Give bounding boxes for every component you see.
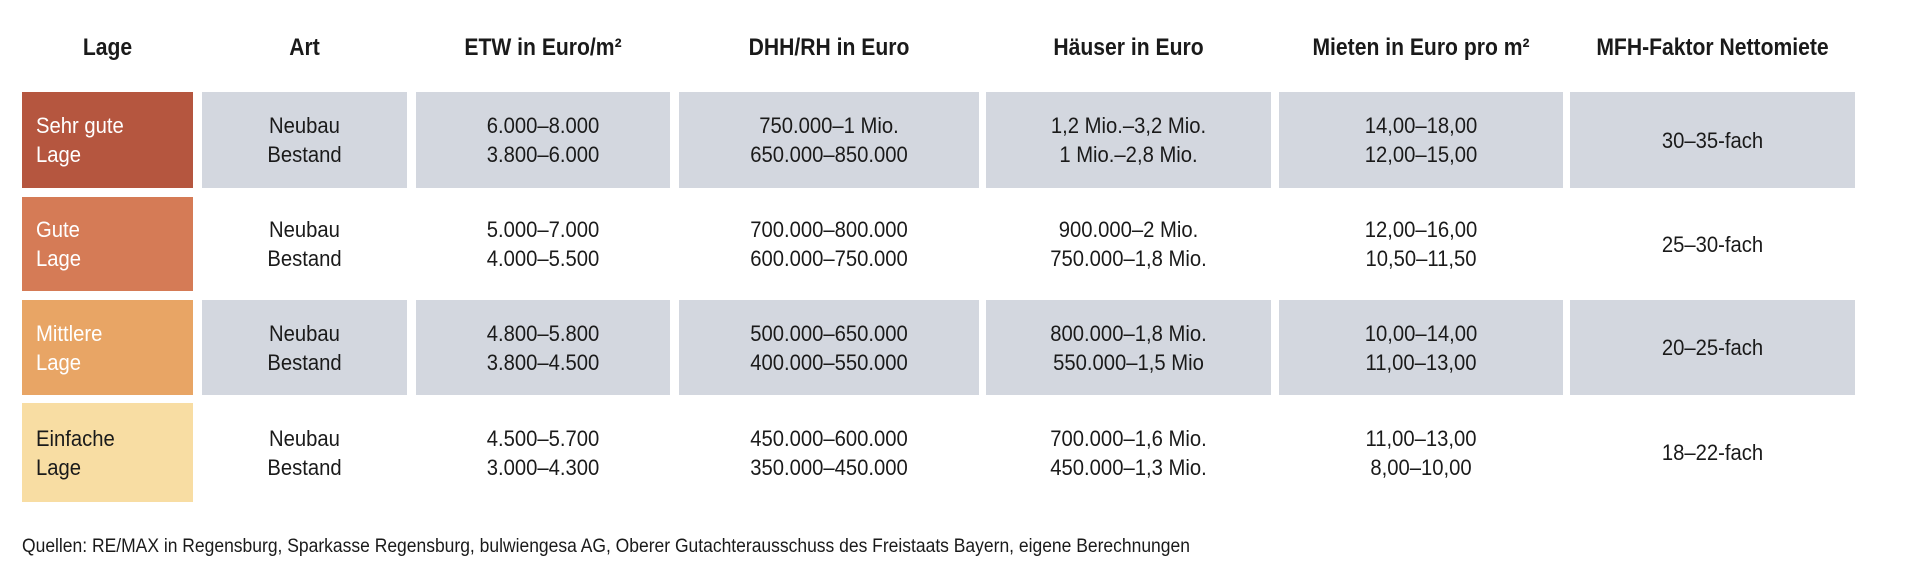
source-note: Quellen: RE/MAX in Regensburg, Sparkasse… (22, 536, 1190, 557)
cell-text: Bestand (267, 454, 342, 480)
cell-text: Neubau (269, 113, 340, 138)
table-cell: Neubau Bestand (202, 300, 407, 395)
cell-text: 8,00–10,00 (1370, 454, 1472, 480)
lage-cell: Sehr gute Lage (22, 92, 193, 188)
cell-text: 1 Mio.–2,8 Mio. (1059, 142, 1198, 167)
cell-text: Bestand (267, 246, 342, 271)
table-cell: 12,00–16,00 10,50–11,50 (1279, 197, 1563, 291)
cell-text: 450.000–1,3 Mio. (1050, 454, 1207, 480)
cell-text: Lage (36, 142, 82, 167)
cell-text: Mittlere (36, 320, 103, 346)
cell-text: Lage (36, 349, 82, 375)
cell-text: 18–22-fach (1661, 440, 1764, 465)
column-header: DHH/RH in Euro (748, 34, 910, 61)
cell-text: 900.000–2 Mio. (1058, 217, 1199, 242)
cell-text: 11,00–13,00 (1365, 349, 1477, 375)
table-cell: 4.800–5.800 3.800–4.500 (416, 300, 670, 395)
table-cell: 18–22-fach (1570, 403, 1855, 502)
cell-text: 450.000–600.000 (750, 425, 908, 451)
cell-text: 1,2 Mio.–3,2 Mio. (1050, 113, 1207, 138)
table-cell: 450.000–600.000 350.000–450.000 (679, 403, 979, 502)
cell-text: 700.000–1,6 Mio. (1050, 425, 1207, 451)
table-cell: 4.500–5.700 3.000–4.300 (416, 403, 670, 502)
lage-cell: Mittlere Lage (22, 300, 193, 395)
cell-text: Neubau (269, 320, 340, 346)
cell-text: 12,00–15,00 (1364, 142, 1478, 167)
table-cell: 20–25-fach (1570, 300, 1855, 395)
column-header: Art (289, 34, 320, 61)
cell-text: 10,00–14,00 (1364, 320, 1478, 346)
cell-text: 3.800–6.000 (486, 142, 600, 167)
column-header: Häuser in Euro (1053, 34, 1204, 61)
column-header: ETW in Euro/m² (464, 34, 622, 61)
cell-text: 500.000–650.000 (750, 320, 908, 346)
cell-text: 3.000–4.300 (486, 454, 600, 480)
table-cell: Neubau Bestand (202, 403, 407, 502)
cell-text: 4.800–5.800 (486, 320, 600, 346)
cell-text: 12,00–16,00 (1364, 217, 1478, 242)
table-cell: 5.000–7.000 4.000–5.500 (416, 197, 670, 291)
cell-text: 800.000–1,8 Mio. (1050, 320, 1207, 346)
cell-text: 11,00–13,00 (1365, 425, 1477, 451)
column-header: MFH-Faktor Nettomiete (1596, 34, 1829, 61)
table-cell: 6.000–8.000 3.800–6.000 (416, 92, 670, 188)
cell-text: 3.800–4.500 (486, 349, 600, 375)
table-cell: 900.000–2 Mio. 750.000–1,8 Mio. (986, 197, 1271, 291)
cell-text: Neubau (269, 217, 340, 242)
cell-text: Lage (36, 454, 82, 480)
table-cell: 700.000–800.000 600.000–750.000 (679, 197, 979, 291)
cell-text: 650.000–850.000 (750, 142, 908, 167)
table-cell: Neubau Bestand (202, 197, 407, 291)
lage-cell: Einfache Lage (22, 403, 193, 502)
cell-text: 750.000–1 Mio. (759, 113, 899, 138)
table-cell: 800.000–1,8 Mio. 550.000–1,5 Mio (986, 300, 1271, 395)
cell-text: 5.000–7.000 (486, 217, 600, 242)
cell-text: 20–25-fach (1661, 335, 1764, 360)
cell-text: 750.000–1,8 Mio. (1050, 246, 1207, 271)
cell-text: Bestand (267, 349, 342, 375)
table-cell: 10,00–14,00 11,00–13,00 (1279, 300, 1563, 395)
table-cell: 25–30-fach (1570, 197, 1855, 291)
cell-text: Bestand (267, 142, 342, 167)
cell-text: Gute (36, 217, 80, 242)
cell-text: Sehr gute (36, 113, 124, 138)
column-header: Lage (82, 34, 133, 61)
table-cell: 1,2 Mio.–3,2 Mio. 1 Mio.–2,8 Mio. (986, 92, 1271, 188)
table-cell: 700.000–1,6 Mio. 450.000–1,3 Mio. (986, 403, 1271, 502)
cell-text: 30–35-fach (1661, 127, 1764, 153)
cell-text: 6.000–8.000 (486, 113, 600, 138)
cell-text: 4.000–5.500 (486, 246, 600, 271)
table-cell: 500.000–650.000 400.000–550.000 (679, 300, 979, 395)
cell-text: 4.500–5.700 (486, 425, 600, 451)
cell-text: 25–30-fach (1661, 231, 1764, 257)
table-cell: 14,00–18,00 12,00–15,00 (1279, 92, 1563, 188)
cell-text: 14,00–18,00 (1364, 113, 1478, 138)
cell-text: Lage (36, 246, 82, 271)
lage-cell: Gute Lage (22, 197, 193, 291)
table-cell: 30–35-fach (1570, 92, 1855, 188)
cell-text: 550.000–1,5 Mio (1053, 349, 1204, 375)
cell-text: 600.000–750.000 (750, 246, 908, 271)
cell-text: 700.000–800.000 (750, 217, 908, 242)
cell-text: Neubau (269, 425, 340, 451)
cell-text: 400.000–550.000 (750, 349, 908, 375)
cell-text: 10,50–11,50 (1365, 246, 1477, 271)
table-cell: 750.000–1 Mio. 650.000–850.000 (679, 92, 979, 188)
table-cell: Neubau Bestand (202, 92, 407, 188)
cell-text: 350.000–450.000 (750, 454, 908, 480)
table-cell: 11,00–13,00 8,00–10,00 (1279, 403, 1563, 502)
column-header: Mieten in Euro pro m² (1312, 34, 1530, 61)
cell-text: Einfache (36, 425, 115, 451)
